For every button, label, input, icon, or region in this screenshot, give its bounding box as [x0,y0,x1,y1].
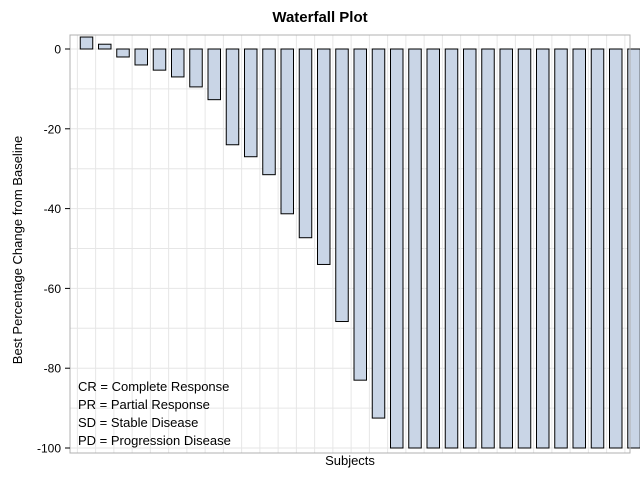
bar-subject-29 [590,48,605,449]
bar-subject-25 [517,48,532,449]
bar-subject-20 [426,48,440,449]
bar-subject-10 [244,48,258,158]
bar-subject-11 [262,48,276,176]
bar-subject-26 [536,48,550,449]
bar-subject-18 [390,48,404,449]
bar-subject-31 [627,48,640,449]
annotation-pd: PD = Progression Disease [78,433,231,448]
bar-subject-15 [335,48,349,323]
bar-subject-30 [609,48,623,449]
bar-subject-7 [189,48,203,88]
bar-subject-3 [116,48,130,58]
y-axis-label: Best Percentage Change from Baseline [10,135,25,365]
plot-area-frame [69,34,631,454]
x-axis-label: Subjects [325,453,375,468]
annotation-cr: CR = Complete Response [78,379,230,394]
bar-subject-22 [463,48,477,449]
y-tick-label: -60 [44,282,62,296]
bar-subject-5 [152,48,167,71]
bar-subject-1 [79,36,94,50]
chart-title: Waterfall Plot [272,9,368,26]
bar-subject-16 [353,48,367,381]
bar-subject-23 [481,48,495,449]
bar-subject-14 [317,48,331,265]
bar-subject-4 [134,48,148,66]
bar-subject-27 [554,48,568,449]
bar-subject-8 [207,48,221,101]
annotation-pr: PR = Partial Response [78,397,210,412]
y-tick-label: -40 [44,202,62,216]
bar-subject-24 [499,48,513,449]
annotation-sd: SD = Stable Disease [78,415,199,430]
y-tick-label: -20 [44,122,62,136]
y-tick-label: -100 [37,442,61,456]
bar-subject-2 [98,43,112,50]
bars [79,36,640,449]
bar-subject-9 [225,48,240,146]
bar-subject-13 [298,48,313,239]
grid-lines [70,35,630,453]
bar-subject-17 [371,48,386,419]
bar-subject-6 [171,48,185,78]
y-axis: 0 -20 -40 -60 -80 -100 [37,43,70,456]
bar-subject-28 [572,48,586,449]
bar-subject-12 [280,48,294,215]
bar-subject-21 [444,48,459,449]
y-tick-label: -80 [44,362,62,376]
bar-subject-19 [408,48,422,449]
y-tick-label: 0 [54,43,61,57]
